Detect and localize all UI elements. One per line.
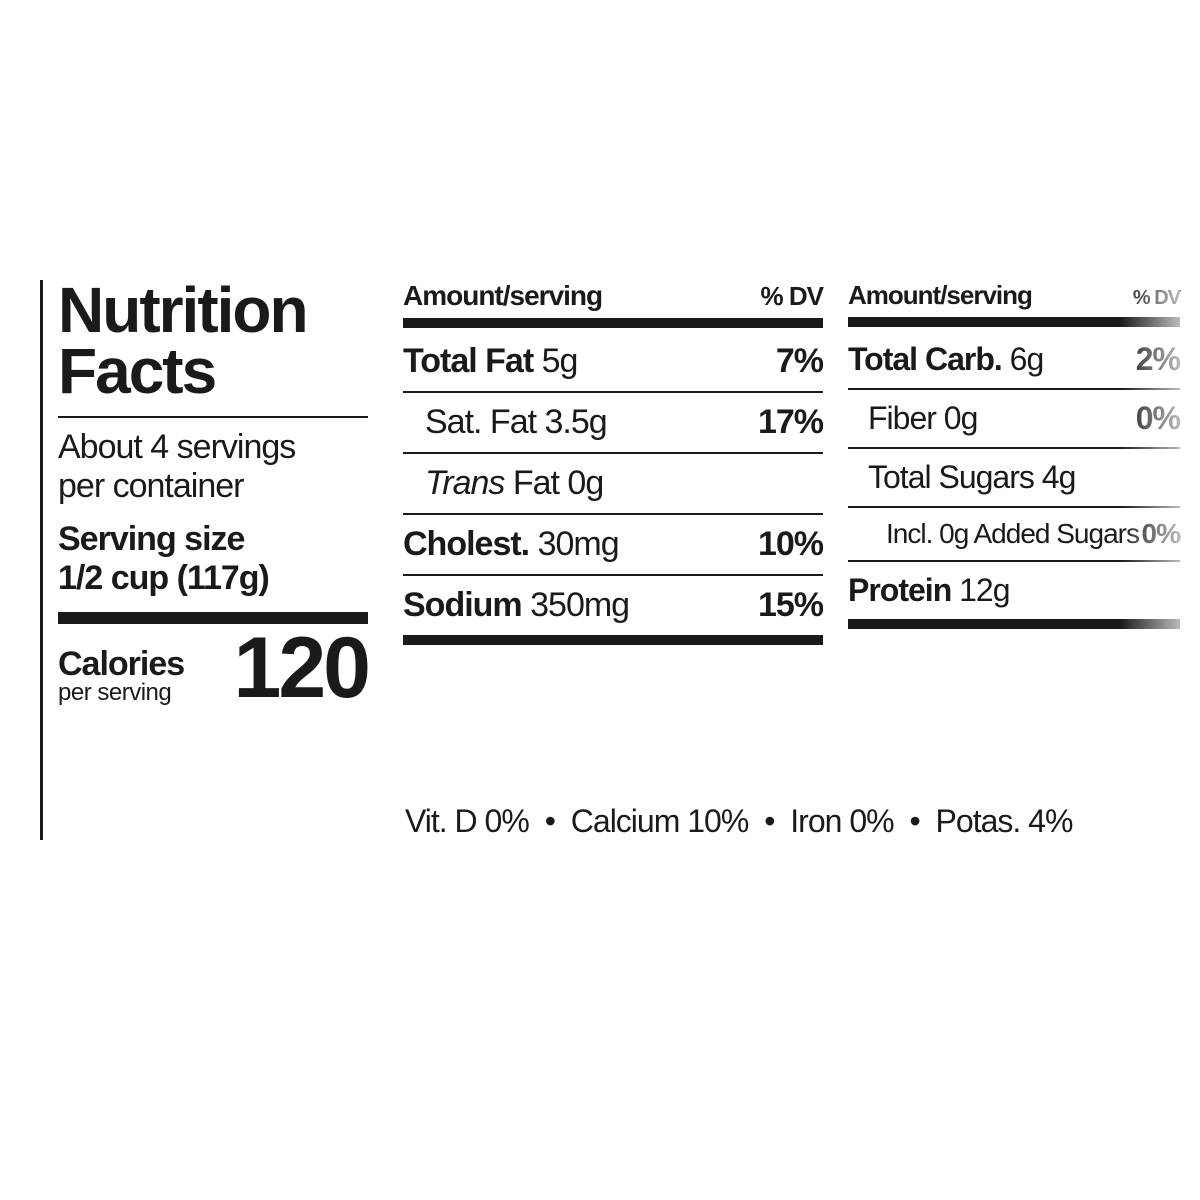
sat-fat-value: 3.5g xyxy=(545,403,607,441)
divider xyxy=(58,416,368,418)
iron-label: Iron xyxy=(790,803,841,839)
potas-value: 4% xyxy=(1028,803,1072,839)
total-carb-label: Total Carb. xyxy=(848,341,1002,377)
row-added-sugars: Incl. 0g Added Sugars 0% xyxy=(848,508,1180,562)
sat-fat-label: Sat. Fat xyxy=(425,403,536,441)
potas-label: Potas. xyxy=(936,803,1021,839)
row-sodium: Sodium 350mg 15% xyxy=(403,576,823,645)
cholest-dv: 10% xyxy=(758,525,823,564)
total-fat-value: 5g xyxy=(542,342,578,380)
serving-size: Serving size 1/2 cup (117g) xyxy=(58,520,368,598)
sodium-dv: 15% xyxy=(758,586,823,625)
row-trans-fat: Trans Fat 0g xyxy=(403,454,823,515)
trans-fat-suffix: Fat xyxy=(504,464,559,502)
left-column: Nutrition Facts About 4 servings per con… xyxy=(43,280,378,840)
header-amount: Amount/serving xyxy=(403,280,602,312)
row-cholesterol: Cholest. 30mg 10% xyxy=(403,515,823,576)
right-side: Amount/serving % DV Total Fat 5g 7% Sat.… xyxy=(378,280,1180,840)
servings-per-container: About 4 servings per container xyxy=(58,428,368,506)
header-amount: Amount/serving xyxy=(848,280,1032,311)
vitd-value: 0% xyxy=(485,803,529,839)
bullet-icon: • xyxy=(901,803,927,839)
trans-fat-value: 0g xyxy=(567,464,603,502)
fiber-dv: 0% xyxy=(1136,400,1180,437)
nutrition-facts-panel: Nutrition Facts About 4 servings per con… xyxy=(40,280,1180,840)
row-sat-fat: Sat. Fat 3.5g 17% xyxy=(403,393,823,454)
trans-fat-prefix: Trans xyxy=(425,464,504,502)
calories-value: 120 xyxy=(234,632,369,705)
calories-row: Calories per serving 120 xyxy=(58,632,368,705)
header-dv: % DV xyxy=(761,281,823,312)
row-fiber: Fiber 0g 0% xyxy=(848,390,1180,449)
title-line2: Facts xyxy=(58,341,368,402)
title-line1: Nutrition xyxy=(58,280,368,341)
sodium-label: Sodium xyxy=(403,586,522,624)
total-carb-dv: 2% xyxy=(1136,341,1180,378)
sodium-value: 350mg xyxy=(530,586,629,624)
servings-line1: About 4 servings xyxy=(58,428,295,466)
nutrient-column-1: Amount/serving % DV Total Fat 5g 7% Sat.… xyxy=(403,280,843,789)
fiber-label: Fiber xyxy=(868,400,936,436)
total-carb-value: 6g xyxy=(1010,341,1044,377)
calories-label: Calories per serving xyxy=(58,647,184,705)
title: Nutrition Facts xyxy=(58,280,368,402)
row-protein: Protein 12g xyxy=(848,562,1180,629)
serving-size-value: 1/2 cup (117g) xyxy=(58,559,269,597)
nutrient-columns: Amount/serving % DV Total Fat 5g 7% Sat.… xyxy=(403,280,1180,789)
row-total-carb: Total Carb. 6g 2% xyxy=(848,331,1180,390)
row-total-fat: Total Fat 5g 7% xyxy=(403,332,823,393)
sugars-label: Total Sugars xyxy=(868,459,1034,495)
protein-label: Protein xyxy=(848,572,951,608)
calcium-label: Calcium xyxy=(571,803,680,839)
servings-line2: per container xyxy=(58,467,243,505)
calcium-value: 10% xyxy=(687,803,748,839)
header-dv: % DV xyxy=(1133,287,1180,310)
added-sugars-dv: 0% xyxy=(1142,518,1180,550)
serving-size-label: Serving size xyxy=(58,520,244,558)
column-header: Amount/serving % DV xyxy=(848,280,1180,327)
total-fat-dv: 7% xyxy=(776,342,823,381)
iron-value: 0% xyxy=(849,803,893,839)
column-header: Amount/serving % DV xyxy=(403,280,823,328)
vitamins-row: Vit. D 0% • Calcium 10% • Iron 0% • Pota… xyxy=(403,789,1180,840)
vitd-label: Vit. D xyxy=(405,803,477,839)
cholest-label: Cholest. xyxy=(403,525,529,563)
sat-fat-dv: 17% xyxy=(758,403,823,442)
sugars-value: 4g xyxy=(1042,459,1076,495)
total-fat-label: Total Fat xyxy=(403,342,533,380)
fiber-value: 0g xyxy=(944,400,978,436)
bullet-icon: • xyxy=(537,803,563,839)
protein-value: 12g xyxy=(959,572,1009,608)
calories-sub: per serving xyxy=(58,681,184,705)
calories-word: Calories xyxy=(58,645,184,683)
nutrient-column-2: Amount/serving % DV Total Carb. 6g 2% Fi… xyxy=(843,280,1180,789)
bullet-icon: • xyxy=(756,803,782,839)
row-total-sugars: Total Sugars 4g xyxy=(848,449,1180,508)
added-sugars-label: Incl. 0g Added Sugars xyxy=(848,518,1139,550)
cholest-value: 30mg xyxy=(538,525,619,563)
